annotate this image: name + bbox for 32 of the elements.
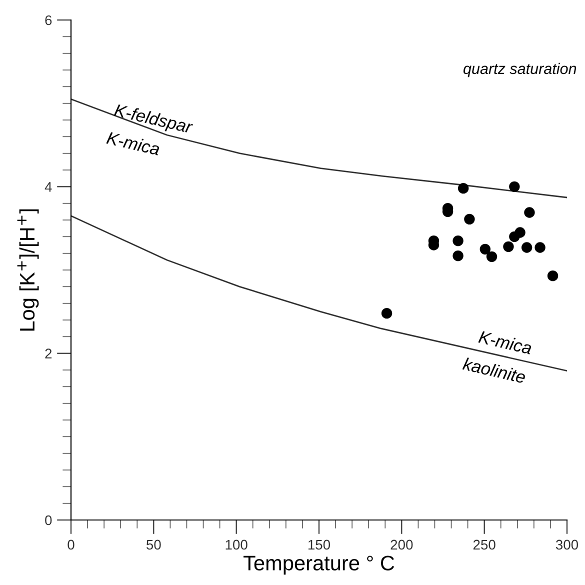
- point: [381, 308, 392, 319]
- point: [480, 244, 491, 255]
- x-axis-title: Temperature ° C: [244, 556, 394, 575]
- point: [464, 214, 475, 225]
- point: [452, 250, 464, 262]
- annotation: K-mica: [106, 131, 161, 156]
- point: [486, 251, 498, 262]
- y-tick-label: 4: [44, 182, 52, 192]
- point: [547, 270, 558, 282]
- x-tick-label: 50: [146, 540, 161, 550]
- point: [509, 181, 520, 192]
- x-tick-label: 300: [556, 540, 578, 550]
- point: [458, 182, 469, 194]
- y-tick-label: 0: [45, 515, 52, 526]
- annotation: K-mica: [478, 330, 533, 354]
- y-axis-title: Log [K$^{+}$]/[H$^{+}$]: [17, 209, 39, 331]
- point: [452, 235, 464, 246]
- annotation: quartz saturation: [464, 62, 576, 78]
- x-tick-label: 150: [308, 540, 330, 550]
- line-series: [71, 98, 567, 198]
- x-tick-label: 250: [473, 540, 496, 550]
- point: [534, 242, 546, 253]
- annotation: kaolinite: [462, 357, 526, 384]
- point: [524, 207, 535, 218]
- x-tick-label: 200: [390, 540, 413, 550]
- x-tick-label: 100: [226, 540, 248, 550]
- x-tick-label: 0: [68, 540, 74, 550]
- point: [514, 227, 526, 238]
- y-tick-label: 2: [45, 348, 52, 358]
- point: [521, 242, 532, 253]
- y-tick-label: 6: [45, 15, 52, 26]
- point: [503, 241, 514, 252]
